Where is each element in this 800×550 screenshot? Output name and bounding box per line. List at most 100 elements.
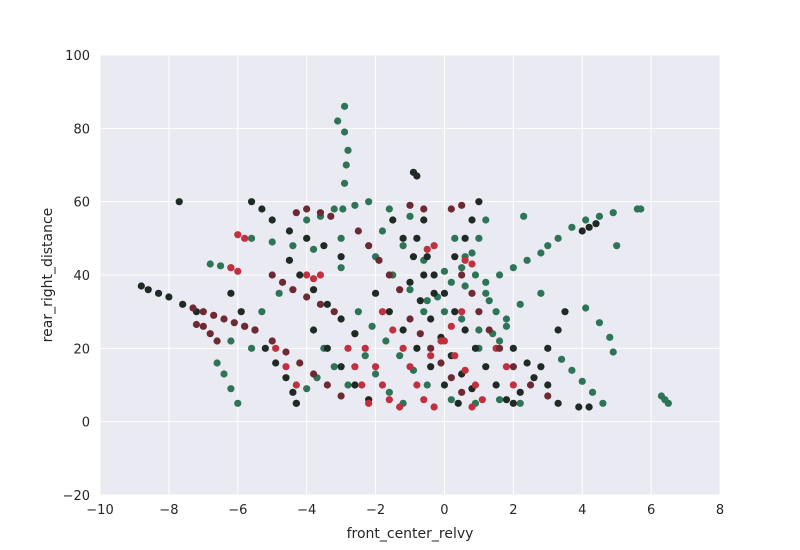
data-point	[420, 308, 428, 316]
data-point	[495, 271, 504, 279]
data-point	[475, 308, 483, 316]
data-point	[447, 278, 455, 286]
data-point	[568, 366, 576, 374]
data-point	[261, 344, 269, 352]
data-point	[495, 337, 504, 345]
data-point	[365, 242, 373, 250]
data-point	[413, 172, 421, 180]
data-point	[575, 403, 583, 411]
x-tick-label: −2	[366, 503, 385, 518]
data-point	[482, 216, 490, 224]
x-tick-label: −8	[159, 503, 178, 518]
data-point	[492, 381, 500, 389]
series-2	[227, 231, 517, 411]
data-point	[523, 256, 531, 264]
y-tick-label: −20	[63, 489, 90, 504]
x-tick-labels: −10 −8 −6 −4 −2 0 2 4 6 8	[86, 503, 724, 518]
data-point	[475, 198, 483, 206]
y-tick-labels: −20 0 20 40 60 80 100	[63, 49, 90, 504]
data-point	[406, 286, 414, 294]
data-point	[516, 300, 524, 308]
data-point	[406, 278, 414, 286]
data-point	[582, 304, 590, 312]
data-point	[468, 260, 476, 268]
data-point	[451, 352, 459, 360]
data-point	[430, 242, 438, 250]
data-point	[247, 344, 256, 352]
data-point	[451, 308, 459, 316]
data-point	[458, 315, 466, 323]
series-1	[137, 168, 600, 411]
data-point	[406, 315, 414, 323]
data-point	[544, 392, 552, 400]
data-point	[561, 308, 569, 316]
data-point	[526, 381, 535, 389]
data-point	[365, 198, 373, 206]
data-point	[606, 333, 614, 341]
data-point	[199, 308, 207, 316]
data-point	[451, 253, 459, 261]
data-point	[609, 209, 617, 217]
data-point	[557, 355, 566, 363]
data-point	[309, 286, 318, 294]
data-point	[440, 267, 449, 275]
data-point	[375, 256, 383, 264]
data-point	[544, 381, 552, 389]
data-point	[437, 359, 445, 367]
data-point	[530, 374, 538, 382]
data-point	[461, 282, 469, 290]
data-point	[495, 396, 504, 404]
data-point	[179, 300, 187, 308]
series-0	[206, 102, 672, 407]
x-tick-label: 8	[716, 503, 724, 518]
data-point	[471, 344, 480, 352]
data-point	[309, 370, 318, 378]
data-point	[282, 363, 290, 371]
data-point	[309, 326, 318, 334]
data-point	[344, 381, 352, 389]
data-point	[471, 381, 480, 389]
data-point	[468, 289, 476, 297]
data-point	[365, 399, 373, 407]
data-point	[192, 320, 201, 329]
data-point	[309, 245, 318, 253]
data-point	[502, 363, 511, 371]
data-point	[396, 352, 404, 360]
data-point	[303, 293, 311, 301]
data-point	[368, 322, 376, 330]
data-point	[502, 396, 511, 404]
data-point	[378, 381, 387, 389]
data-point	[385, 271, 393, 279]
data-point	[344, 344, 352, 352]
data-point	[385, 388, 393, 396]
data-point	[334, 117, 342, 125]
data-point	[385, 308, 393, 316]
data-point	[323, 344, 331, 352]
data-point	[378, 308, 387, 316]
data-point	[361, 352, 369, 360]
data-point	[440, 289, 449, 297]
data-point	[406, 201, 414, 209]
data-point	[351, 201, 359, 209]
data-point	[409, 253, 418, 261]
data-point	[509, 399, 517, 407]
data-point	[544, 242, 552, 250]
data-point	[399, 326, 407, 334]
data-point	[292, 399, 300, 407]
data-point	[554, 326, 562, 334]
y-tick-label: 60	[73, 196, 90, 211]
data-point	[330, 363, 338, 371]
data-point	[258, 308, 266, 316]
x-tick-label: −10	[86, 503, 113, 518]
data-point	[268, 271, 276, 279]
data-point	[330, 205, 338, 213]
data-point	[303, 216, 311, 224]
data-point	[420, 216, 428, 224]
data-point	[337, 264, 345, 272]
data-point	[509, 381, 517, 389]
data-point	[206, 330, 214, 338]
data-point	[285, 227, 294, 235]
y-axis-label: rear_right_distance	[40, 208, 56, 343]
data-point	[340, 128, 349, 136]
